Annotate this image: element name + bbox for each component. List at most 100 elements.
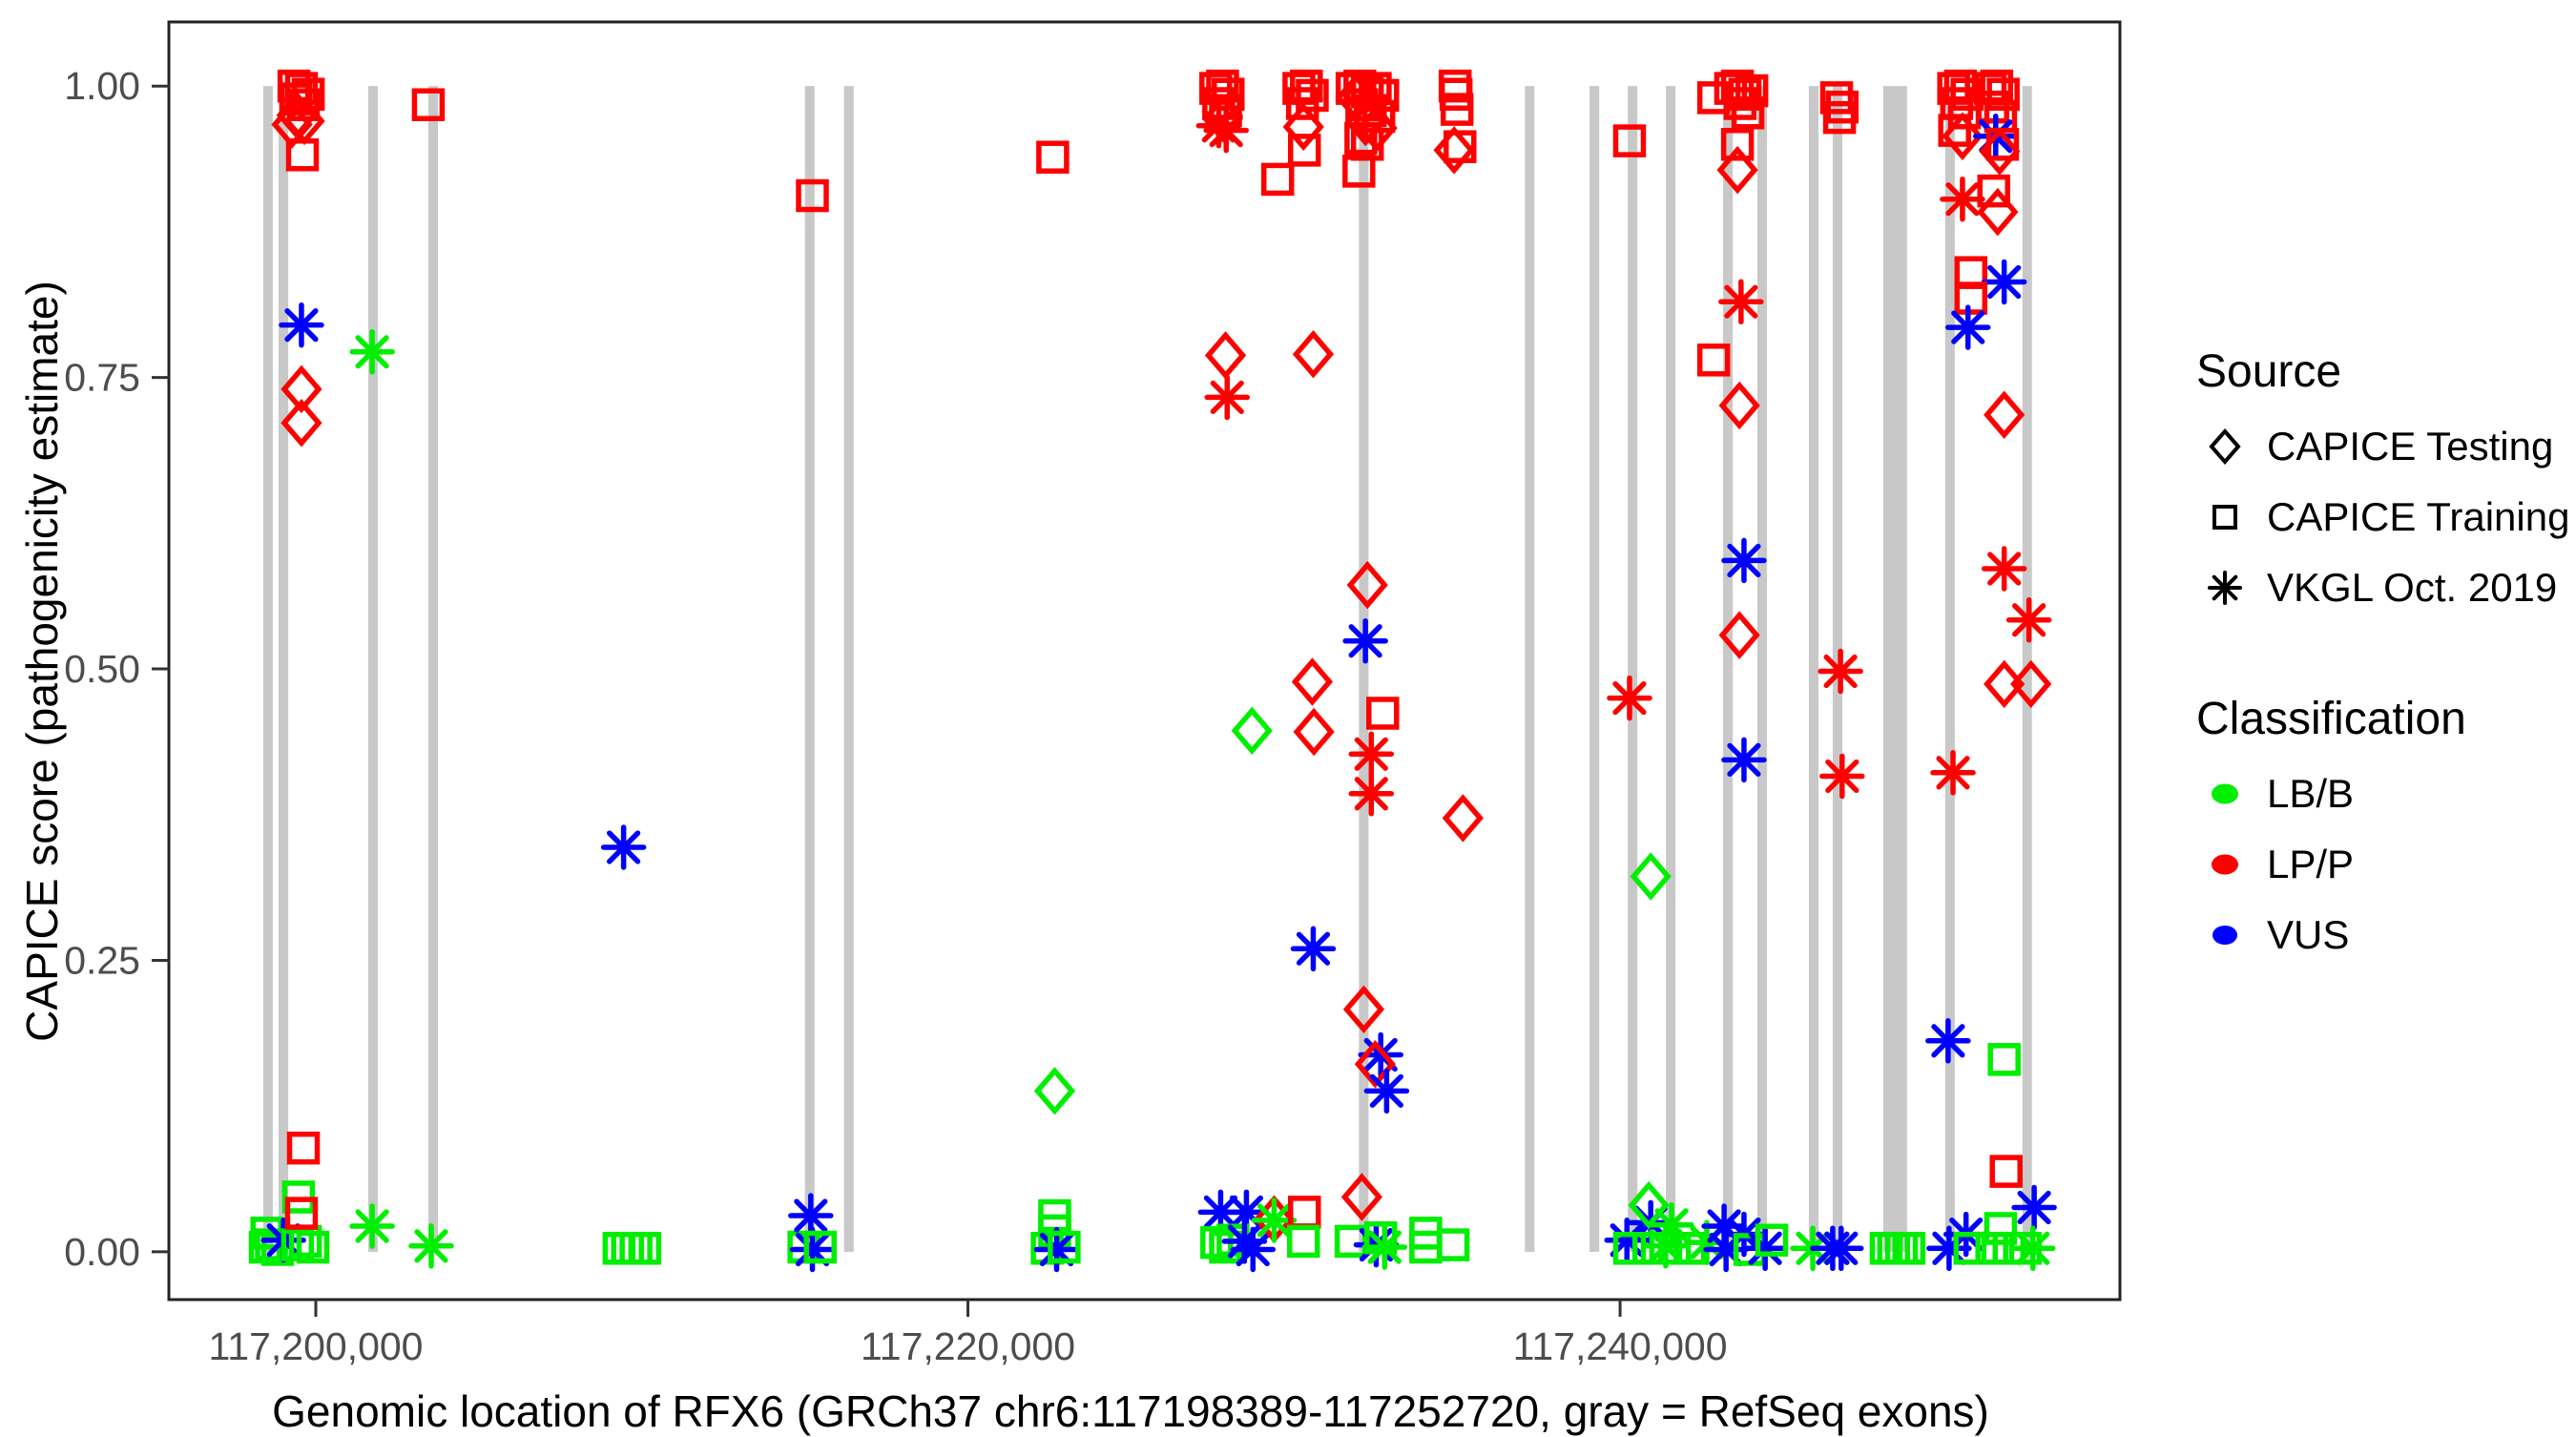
exon-bar	[1525, 86, 1535, 1252]
data-point-square	[284, 1197, 319, 1230]
data-point-diamond	[1718, 611, 1760, 659]
data-point-diamond	[1335, 73, 1377, 122]
y-tick-label: 0.25	[64, 938, 140, 982]
data-point-square	[1612, 1231, 1647, 1265]
legend-label: VKGL Oct. 2019	[2267, 565, 2558, 610]
legend-source: Source CAPICE Testing CAPICE Training	[2194, 345, 2570, 623]
data-point-square	[1987, 1043, 2021, 1076]
data-point-diamond	[1718, 381, 1760, 430]
data-point-asterisk	[2011, 1184, 2057, 1231]
legend-label: CAPICE Testing	[2267, 424, 2554, 469]
data-point-asterisk	[2010, 1225, 2056, 1271]
data-point-asterisk	[1981, 546, 2027, 592]
exon-bar	[1666, 86, 1676, 1252]
data-point-square	[285, 138, 320, 172]
data-point-diamond	[1282, 102, 1324, 152]
data-point-asterisk	[1203, 107, 1249, 154]
legend-item-capice-training: CAPICE Training	[2194, 482, 2570, 552]
data-point-square	[619, 1231, 653, 1265]
data-point-diamond	[1231, 706, 1273, 756]
data-point-asterisk	[1230, 1226, 1276, 1273]
data-point-square	[1696, 344, 1731, 377]
legend-item-vkgl: VKGL Oct. 2019	[2194, 552, 2566, 623]
legend-label: CAPICE Training	[2267, 494, 2570, 539]
data-point-asterisk	[1607, 675, 1652, 721]
data-point-square	[628, 1231, 662, 1265]
x-tick-label: 117,240,000	[1513, 1324, 1728, 1368]
data-point-asterisk	[1033, 1226, 1080, 1273]
data-point-diamond	[1340, 1173, 1383, 1221]
data-point-square	[1822, 100, 1857, 135]
exon-bar	[843, 86, 854, 1252]
data-point-diamond	[1346, 560, 1388, 610]
data-point-asterisk	[1361, 1224, 1408, 1270]
data-point-asterisk	[1348, 731, 1395, 777]
data-point-square	[796, 178, 829, 213]
legend-label: VUS	[2267, 912, 2350, 957]
data-point-square	[1296, 78, 1329, 113]
exon-bar	[1359, 86, 1369, 1252]
data-point-square	[286, 1131, 321, 1165]
exon-bar	[427, 86, 438, 1252]
data-point-asterisk	[788, 1193, 834, 1239]
x-axis-title: Genomic location of RFX6 (GRCh37 chr6:11…	[272, 1386, 1989, 1436]
y-axis-title: CAPICE score (pathogenicity estimate)	[17, 281, 67, 1042]
legend-classification: Classification LB/B LP/P VUS	[2194, 693, 2566, 970]
data-point-diamond	[1984, 390, 2025, 439]
data-point-square	[1720, 128, 1755, 161]
exon-bar	[1882, 86, 1907, 1252]
data-point-diamond	[1342, 985, 1385, 1034]
data-point-asterisk	[1819, 753, 1865, 800]
y-tick-label: 0.50	[64, 647, 140, 691]
data-point-square	[1048, 1230, 1081, 1264]
data-point-asterisk	[1204, 374, 1250, 421]
green-dot-icon	[2194, 767, 2255, 821]
data-point-asterisk	[1944, 304, 1991, 350]
data-point-asterisk	[1721, 537, 1767, 584]
data-point-asterisk	[1818, 648, 1863, 695]
data-point-asterisk	[1643, 1223, 1689, 1269]
legend-source-title: Source	[2196, 346, 2342, 397]
legend-item-capice-testing: CAPICE Testing	[2194, 411, 2566, 482]
data-point-diamond	[2010, 659, 2052, 709]
legend-item-lpp: LP/P	[2194, 829, 2566, 900]
data-point-asterisk	[1649, 1202, 1694, 1248]
data-point-square	[1440, 93, 1474, 126]
data-point-square	[1728, 77, 1762, 111]
data-point-asterisk	[279, 302, 324, 348]
data-point-asterisk	[1925, 1018, 1971, 1064]
data-point-diamond	[1033, 1067, 1076, 1115]
asterisk-icon	[2194, 561, 2255, 614]
legend-item-lbb: LB/B	[2194, 759, 2566, 829]
exon-bar	[368, 86, 378, 1252]
data-point-square	[1977, 174, 2010, 208]
data-point-diamond	[1630, 852, 1672, 901]
data-point-diamond	[1292, 329, 1335, 379]
x-tick-label: 117,220,000	[861, 1324, 1075, 1368]
data-point-asterisk	[1926, 1225, 1972, 1271]
data-point-asterisk	[349, 328, 395, 375]
data-point-asterisk	[600, 824, 647, 870]
data-point-square	[1892, 1231, 1926, 1265]
data-point-square	[611, 1231, 644, 1265]
exon-bar	[1944, 86, 1955, 1252]
diamond-icon	[2194, 420, 2255, 473]
exon-bar	[262, 86, 273, 1252]
data-point-square	[1819, 81, 1854, 115]
exon-bar	[279, 86, 289, 1252]
data-point-asterisk	[1930, 750, 1976, 796]
red-dot-icon	[2194, 838, 2255, 891]
data-point-square	[411, 88, 446, 121]
data-point-square	[803, 1230, 837, 1264]
data-point-asterisk	[1604, 1217, 1650, 1263]
y-tick-label: 1.00	[64, 64, 140, 108]
data-point-square	[1342, 155, 1376, 188]
data-point-square	[1344, 121, 1378, 156]
data-point-diamond	[1628, 1180, 1670, 1230]
data-point-asterisk	[1981, 259, 2027, 305]
data-point-square	[1953, 1231, 1987, 1265]
x-tick-label: 117,200,000	[209, 1324, 424, 1368]
data-point-asterisk	[1197, 1189, 1244, 1236]
data-point-square	[1285, 87, 1319, 120]
